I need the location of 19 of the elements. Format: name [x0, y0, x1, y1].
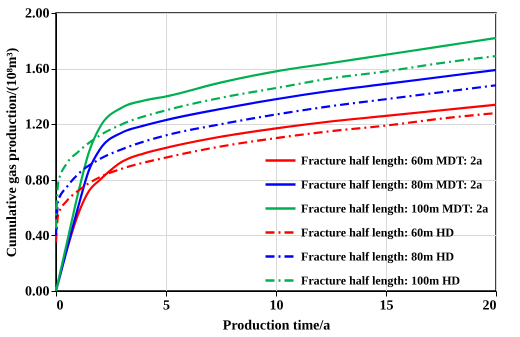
x-axis-title: Production time/a	[222, 318, 330, 334]
legend-label: Fracture half length: 80m HD	[301, 250, 454, 264]
x-tick-label: 5	[163, 298, 170, 314]
x-tick-label: 10	[270, 298, 284, 314]
legend-label: Fracture half length: 100m HD	[301, 274, 460, 288]
legend-label: Fracture half length: 80m MDT: 2a	[301, 178, 482, 192]
x-tick-label: 20	[482, 298, 496, 314]
y-tick-label: 2.00	[25, 6, 50, 22]
y-axis-title: Cumulative gas production/(10⁸m³)	[5, 47, 20, 258]
legend-label: Fracture half length: 100m MDT: 2a	[301, 202, 488, 216]
x-tick-label: 0	[56, 298, 64, 314]
y-tick-label: 0.80	[25, 173, 50, 188]
y-tick-label: 1.60	[25, 62, 50, 78]
legend-label: Fracture half length: 60m MDT: 2a	[301, 154, 482, 168]
y-tick-label: 0.40	[25, 228, 50, 244]
y-tick-label: 1.20	[25, 118, 50, 133]
x-tick-label: 15	[380, 298, 394, 314]
y-tick-label: 0.00	[25, 284, 50, 300]
legend-label: Fracture half length: 60m HD	[301, 226, 454, 240]
